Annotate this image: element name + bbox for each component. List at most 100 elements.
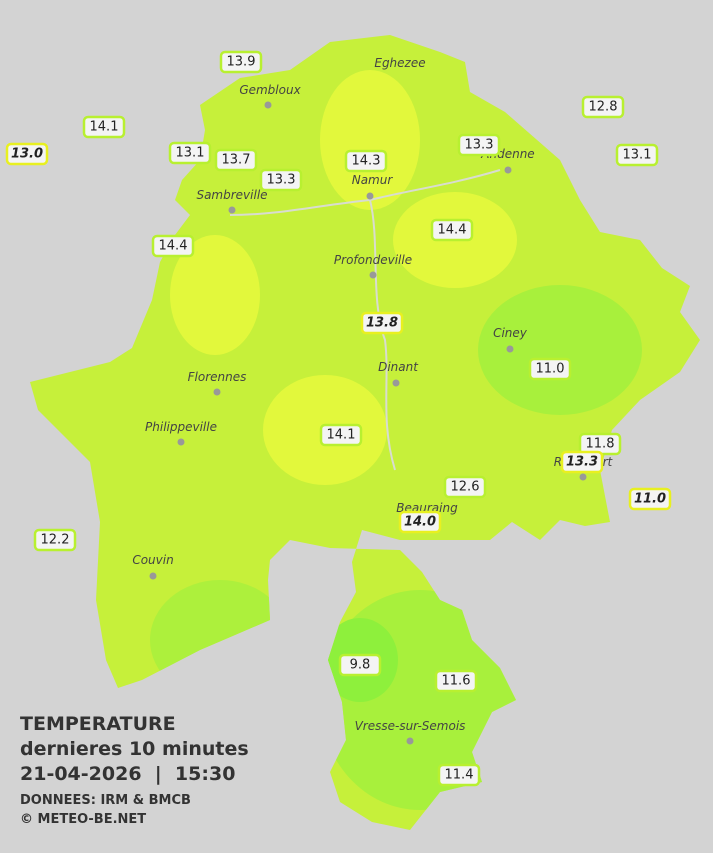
station-value: 12.6	[451, 480, 480, 495]
station: 14.1	[319, 423, 363, 447]
stations: 13.9 14.1 13.0 13.1 13.7 13.3 14.3 13.3 12.8 13.1…	[5, 50, 672, 787]
station-box	[443, 475, 487, 499]
station: 12.8	[581, 95, 625, 119]
station-value: 12.2	[41, 533, 70, 548]
station: 14.1	[82, 115, 126, 139]
station-value: 14.4	[159, 239, 188, 254]
station: 13.3	[560, 450, 604, 474]
station: 12.2	[33, 528, 77, 552]
station: 11.0	[628, 487, 672, 511]
city-label: Sambreville	[196, 188, 267, 202]
legend: TEMPERATURE dernieres 10 minutes 21-04-2…	[20, 713, 249, 827]
city-dot	[579, 473, 587, 481]
station-box	[33, 528, 77, 552]
station-value: 13.9	[227, 55, 256, 70]
station-value: 12.8	[589, 100, 618, 115]
station-value: 14.3	[352, 154, 381, 169]
city-label: Profondeville	[334, 253, 412, 267]
station-value: 14.1	[327, 428, 356, 443]
city-label: Vresse-sur-Semois	[355, 719, 466, 733]
station-box	[457, 133, 501, 157]
station: 11.4	[437, 763, 481, 787]
station: 11.6	[434, 669, 478, 693]
city-dot	[406, 737, 414, 745]
city-dot	[392, 379, 400, 387]
station-value: 9.8	[350, 658, 371, 673]
city-dot	[264, 101, 272, 109]
legend-source: DONNEES: IRM & BMCB	[20, 793, 191, 808]
station: 14.3	[344, 149, 388, 173]
station-value: 13.8	[366, 316, 398, 331]
station-box	[338, 653, 382, 677]
city-dot	[369, 271, 377, 279]
river	[229, 169, 501, 471]
station-box	[319, 423, 363, 447]
station-value: 11.6	[442, 674, 471, 689]
station-value: 13.1	[623, 148, 652, 163]
station: 13.9	[219, 50, 263, 74]
station: 11.0	[528, 357, 572, 381]
cool-zone	[478, 285, 642, 415]
warm-zone	[320, 70, 420, 210]
station: 13.0	[5, 142, 49, 166]
city-dot	[228, 206, 236, 214]
station-value: 11.0	[634, 492, 666, 507]
station-value: 14.4	[438, 223, 467, 238]
station-box	[214, 148, 258, 172]
station-box	[528, 357, 572, 381]
city-label: Philippeville	[145, 420, 217, 434]
station-box	[560, 450, 604, 474]
legend-title: TEMPERATURE	[20, 713, 176, 735]
city-dot	[213, 388, 221, 396]
station: 9.8	[338, 653, 382, 677]
city-dot	[177, 438, 185, 446]
city-dot	[366, 192, 374, 200]
station: 14.4	[151, 234, 195, 258]
station-value: 13.7	[222, 153, 251, 168]
legend-subtitle: dernieres 10 minutes	[20, 738, 249, 760]
station-value: 13.3	[465, 138, 494, 153]
station: 13.7	[214, 148, 258, 172]
legend-copyright: © METEO-BE.NET	[20, 812, 146, 827]
city-label: Ciney	[493, 326, 528, 340]
legend-datetime: 21-04-2026 | 15:30	[20, 763, 235, 785]
station: 13.8	[360, 311, 404, 335]
station: 13.3	[457, 133, 501, 157]
city-label: Namur	[352, 173, 394, 187]
station-box	[259, 168, 303, 192]
station-box	[5, 142, 49, 166]
station-box	[82, 115, 126, 139]
station: 13.3	[259, 168, 303, 192]
city-label: Gembloux	[239, 83, 301, 97]
station-value: 11.0	[536, 362, 565, 377]
station: 14.4	[430, 218, 474, 242]
station: 11.8	[578, 432, 622, 456]
city-label: Couvin	[132, 553, 173, 567]
temperature-zones	[150, 70, 642, 810]
station-value: 13.0	[11, 147, 43, 162]
station-box	[437, 763, 481, 787]
station-box	[581, 95, 625, 119]
station-box	[344, 149, 388, 173]
station-value: 14.0	[404, 515, 436, 530]
station-value: 11.4	[445, 768, 474, 783]
station: 14.0	[398, 510, 442, 534]
station-box	[360, 311, 404, 335]
station-value: 11.8	[586, 437, 615, 452]
city-label: Dinant	[378, 360, 419, 374]
city-label: Eghezee	[374, 56, 425, 70]
city-label: Florennes	[188, 370, 247, 384]
station-box	[398, 510, 442, 534]
station-box	[168, 141, 212, 165]
city-dot	[149, 572, 157, 580]
station-box	[151, 234, 195, 258]
station-value: 13.3	[566, 455, 598, 470]
station-box	[434, 669, 478, 693]
station-box	[430, 218, 474, 242]
station-value: 14.1	[90, 120, 119, 135]
warm-zone	[170, 235, 260, 355]
station: 13.1	[615, 143, 659, 167]
city-dot	[506, 345, 514, 353]
station-value: 13.1	[176, 146, 205, 161]
